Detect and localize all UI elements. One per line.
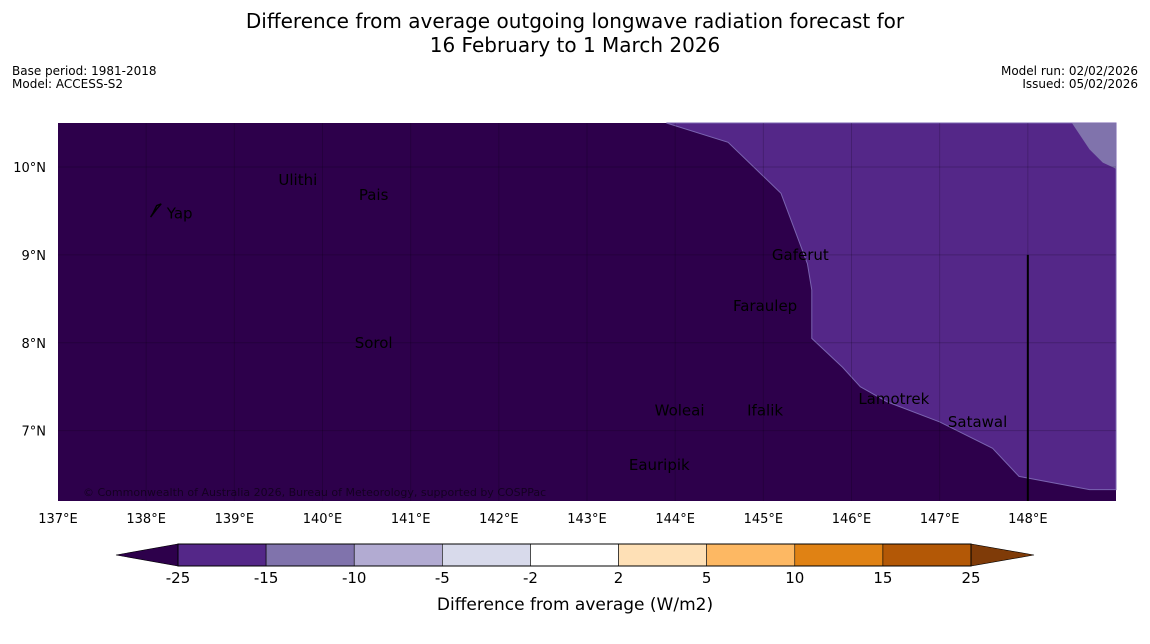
lat-tick-label: 9°N	[22, 249, 47, 264]
colorbar-segment	[618, 543, 707, 567]
place-label: Gaferut	[772, 246, 829, 264]
place-label: Yap	[166, 205, 193, 223]
place-label: Woleai	[655, 401, 705, 419]
colorbar-segments	[177, 543, 972, 567]
copyright-text: © Commonwealth of Australia 2026, Bureau…	[83, 486, 546, 499]
anomaly-region-minus-15	[666, 122, 1117, 491]
anomaly-region-minus-10	[1071, 123, 1116, 169]
lon-tick-label: 143°E	[567, 512, 607, 527]
colorbar-segment	[530, 543, 619, 567]
model-run-text: Model run: 02/02/2026	[1000, 64, 1138, 78]
colorbar-segment	[353, 543, 443, 567]
colorbar-tick-label: -5	[435, 569, 450, 587]
colorbar-tick-label: 15	[873, 569, 892, 587]
lat-tick-label: 7°N	[22, 425, 47, 440]
base-period-text: Base period: 1981-2018	[12, 64, 157, 78]
colorbar-frame	[177, 543, 972, 567]
lon-tick-label: 139°E	[215, 512, 255, 527]
lat-tick-label: 10°N	[13, 161, 46, 176]
lon-tick-label: 137°E	[38, 512, 78, 527]
lon-tick-label: 142°E	[479, 512, 519, 527]
chart-title: Difference from average outgoing longwav…	[0, 9, 1150, 57]
place-label: Lamotrek	[858, 390, 929, 408]
issued-text: Issued: 05/02/2026	[1022, 77, 1138, 91]
meta-right: Model run: 02/02/2026 Issued: 05/02/2026	[1001, 65, 1138, 91]
title-line-1: Difference from average outgoing longwav…	[245, 9, 905, 33]
colorbar-tick-labels: -25 -15 -10 -5 -2 2 5 10 15 25	[166, 569, 981, 587]
colorbar-tick-label: -25	[166, 569, 191, 587]
yap-island-outline	[149, 203, 162, 218]
lon-tick-label: 148°E	[1008, 512, 1048, 527]
colorbar-tick-label: 25	[961, 569, 980, 587]
map-gridlines	[58, 123, 1116, 501]
colorbar-tick-label: -10	[342, 569, 367, 587]
place-label: Sorol	[355, 334, 393, 352]
place-labels: Ulithi Pais Yap Gaferut Faraulep Sorol Lamotre…	[166, 171, 1008, 474]
latitude-axis: 10°N 9°N 8°N 7°N	[13, 161, 46, 440]
lon-tick-label: 144°E	[655, 512, 695, 527]
lon-tick-label: 141°E	[391, 512, 431, 527]
lon-tick-label: 145°E	[744, 512, 784, 527]
colorbar-segment	[882, 543, 972, 567]
colorbar-tick-label: -2	[523, 569, 538, 587]
map-panel: Ulithi Pais Yap Gaferut Faraulep Sorol Lamotre…	[58, 122, 1117, 501]
place-label: Satawal	[948, 413, 1007, 431]
lon-tick-label: 147°E	[920, 512, 960, 527]
place-label: Eauripik	[629, 456, 690, 474]
lon-tick-label: 140°E	[303, 512, 343, 527]
lon-tick-label: 138°E	[126, 512, 166, 527]
colorbar-tick-label: -15	[254, 569, 279, 587]
colorbar-tick-label: 2	[614, 569, 624, 587]
colorbar: -25 -15 -10 -5 -2 2 5 10 15 25 Difference from av…	[115, 543, 1035, 615]
place-label: Ifalik	[747, 401, 783, 419]
lon-tick-label: 146°E	[832, 512, 872, 527]
colorbar-segment	[794, 543, 884, 567]
colorbar-segment	[265, 543, 355, 567]
colorbar-under-arrow	[115, 543, 179, 567]
place-label: Faraulep	[733, 297, 797, 315]
colorbar-segment	[177, 543, 267, 567]
colorbar-over-arrow	[970, 543, 1035, 567]
meta-left: Base period: 1981-2018 Model: ACCESS-S2	[12, 65, 157, 91]
title-line-2: 16 February to 1 March 2026	[429, 33, 721, 57]
colorbar-title: Difference from average (W/m2)	[437, 595, 713, 615]
longitude-axis: 137°E 138°E 139°E 140°E 141°E 142°E 143°E 144°E…	[38, 512, 1047, 527]
colorbar-tick-label: 5	[702, 569, 712, 587]
lat-tick-label: 8°N	[22, 337, 47, 352]
colorbar-tick-label: 10	[785, 569, 804, 587]
place-label: Pais	[359, 186, 389, 204]
model-text: Model: ACCESS-S2	[12, 77, 124, 91]
colorbar-segment	[442, 543, 531, 567]
colorbar-segment	[706, 543, 796, 567]
place-label: Ulithi	[278, 171, 317, 189]
